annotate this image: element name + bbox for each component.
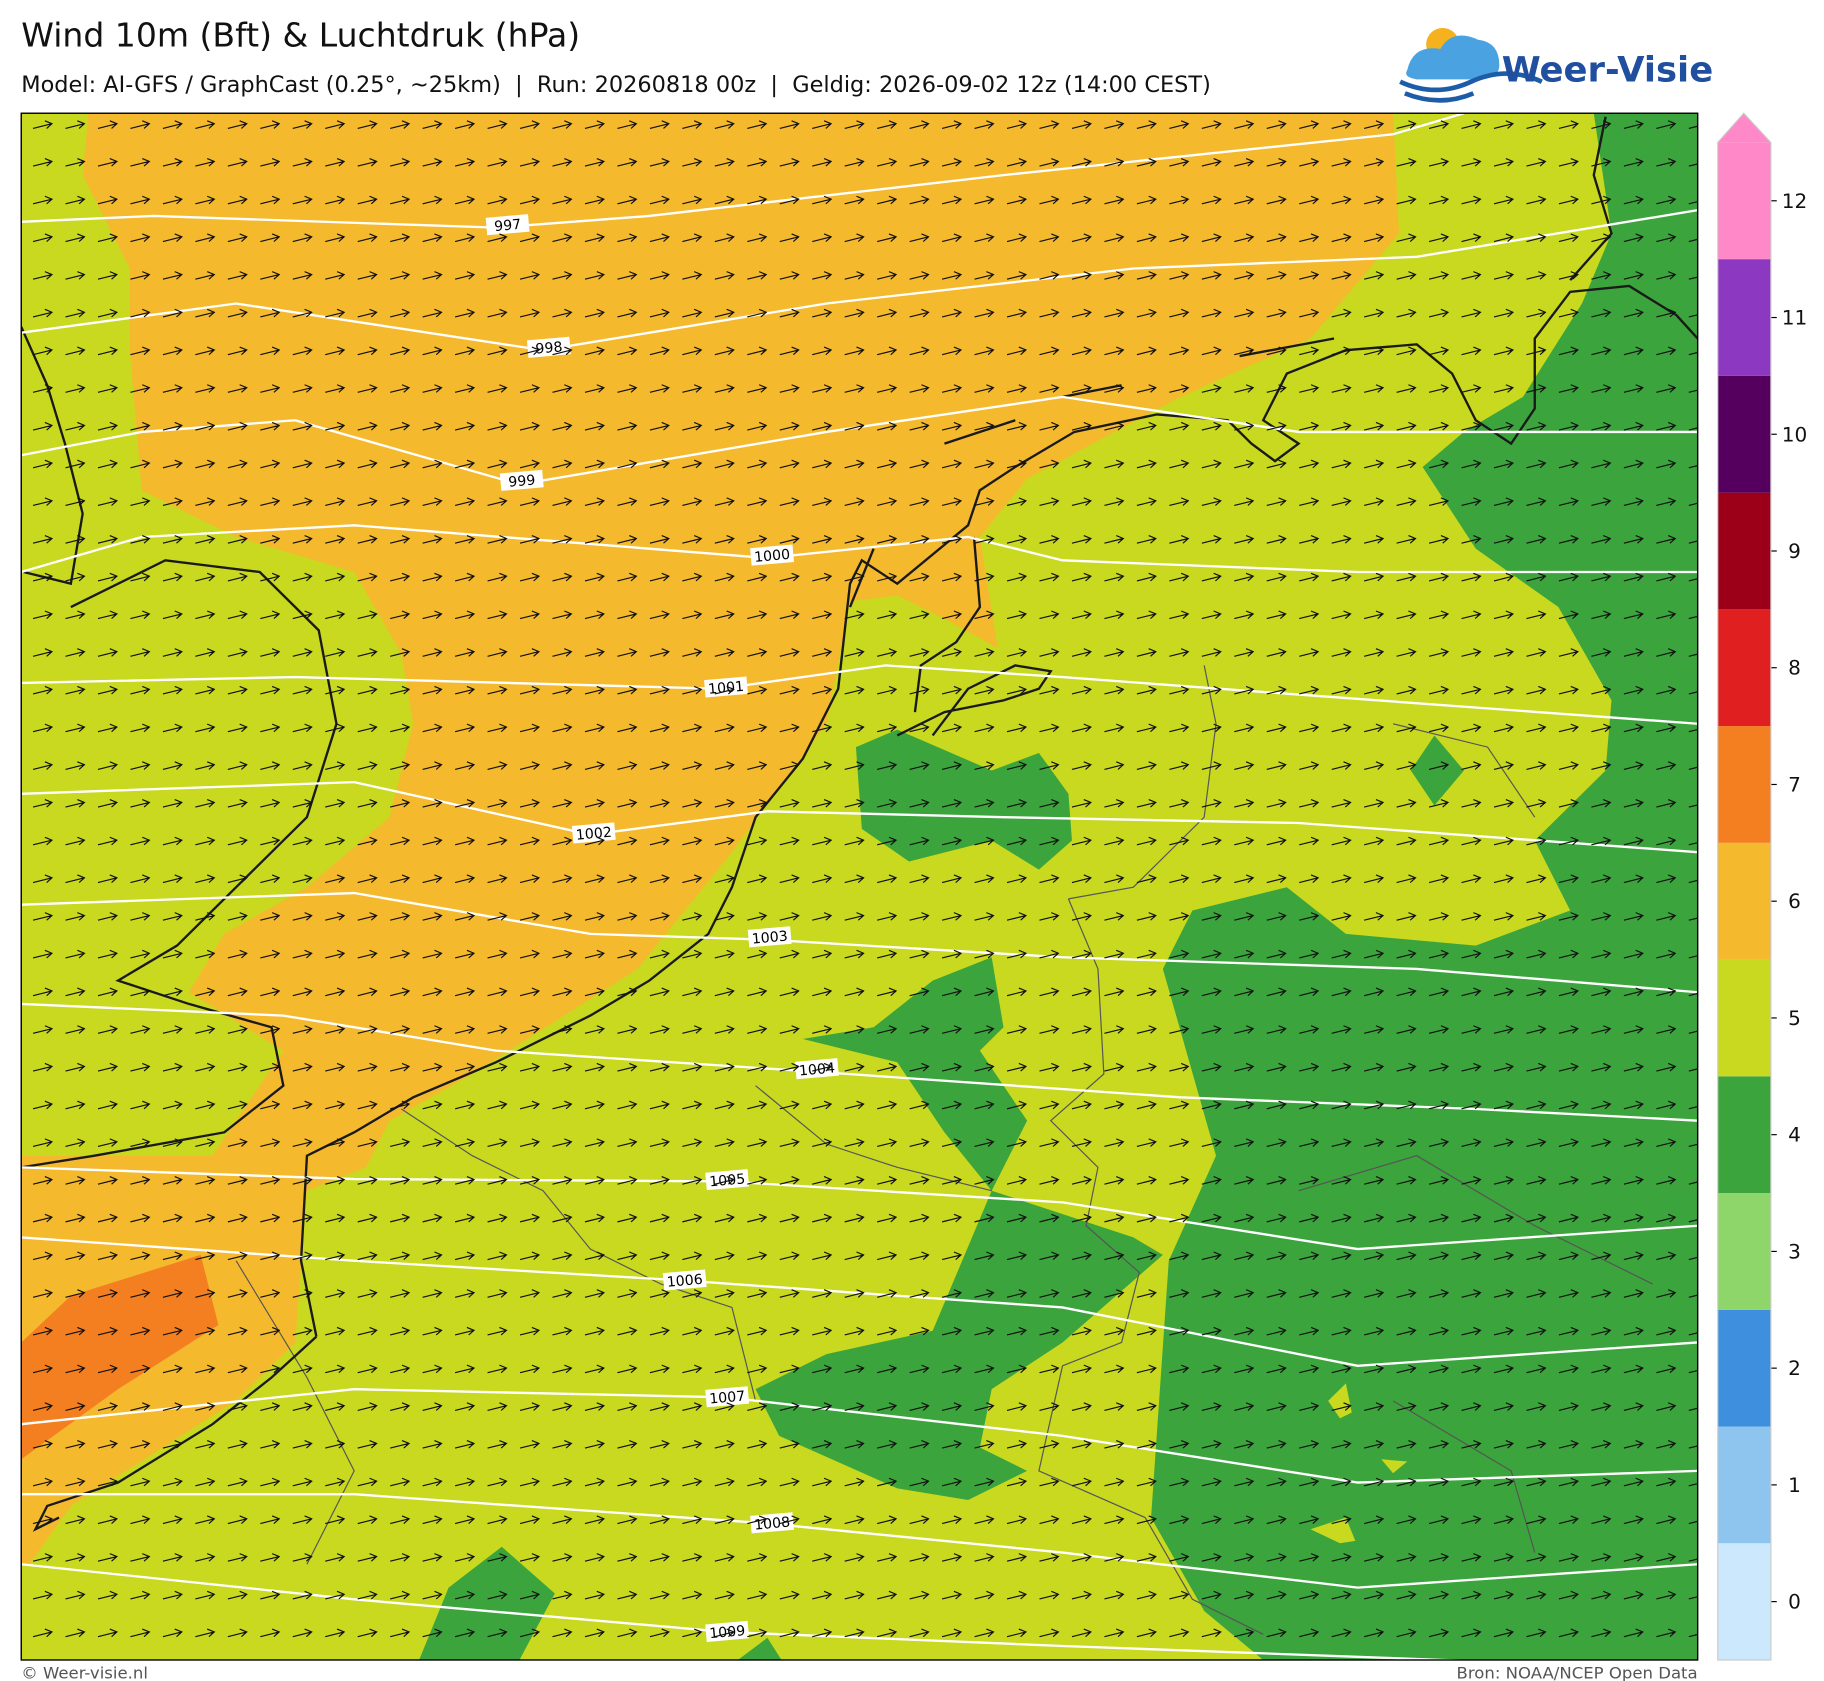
colorbar-label: 1	[1788, 1473, 1801, 1497]
colorbar-extend	[1717, 113, 1771, 143]
field-4-area	[1151, 113, 1698, 1660]
field-7	[21, 1254, 219, 1460]
field-4-area	[755, 1190, 1163, 1501]
border	[235, 665, 1654, 1635]
isobar-label-box	[750, 1512, 794, 1534]
isobar-label: 1006	[666, 1272, 703, 1291]
isobar	[21, 780, 1698, 854]
isobar-label: 1007	[709, 1389, 746, 1408]
colorbar-swatch	[1717, 609, 1771, 727]
isobar	[21, 1236, 1698, 1367]
logo: Weer-Visie	[1399, 28, 1714, 103]
colorbar-frame	[1717, 112, 1772, 1661]
isobar-label-box	[662, 1269, 707, 1291]
isobar	[21, 208, 1698, 352]
colorbar-swatch	[1717, 1543, 1771, 1660]
isobar-label: 1003	[751, 929, 788, 948]
isobar-label-box	[747, 926, 792, 948]
colorbar-label: 5	[1788, 1006, 1801, 1030]
colorbar-swatch	[1717, 842, 1771, 960]
colorbar-label: 2	[1788, 1356, 1801, 1380]
isobar	[21, 395, 1698, 486]
map: 9979989991000100110021003100410051006100…	[21, 113, 1698, 1660]
logo-wave	[1399, 71, 1543, 103]
colorbar-label: 9	[1788, 539, 1801, 563]
isobar	[21, 1493, 1698, 1589]
wind-arrows	[32, 120, 1698, 1638]
isobar-label-box	[499, 469, 544, 491]
colorbar-label: 11	[1782, 306, 1808, 330]
colorbar-label: 7	[1788, 773, 1801, 797]
colorbar-label: 12	[1782, 189, 1808, 213]
isobar-label: 998	[535, 339, 563, 357]
colorbar-swatch	[1717, 375, 1771, 493]
footer-left: © Weer-visie.nl	[21, 1664, 148, 1681]
isobar-label: 1009	[709, 1623, 746, 1642]
borders	[235, 665, 1654, 1635]
subtitle: Model: AI-GFS / GraphCast (0.25°, ~25km)…	[21, 72, 1211, 98]
colorbar-label: 10	[1782, 422, 1808, 446]
colorbar-swatch	[1717, 492, 1771, 610]
isobar-label: 1008	[754, 1515, 791, 1534]
coast	[32, 284, 1698, 1532]
colorbar-swatch	[1717, 142, 1771, 260]
colorbar-label: 3	[1788, 1240, 1801, 1264]
isobar-label-box	[571, 822, 616, 844]
isobar-label-box	[794, 1058, 839, 1080]
coastlines	[21, 116, 1698, 1532]
colorbar-swatch	[1717, 259, 1771, 376]
isobar-label-box	[750, 544, 794, 566]
field-4-area	[419, 1546, 555, 1660]
coast	[21, 326, 338, 1169]
colorbar-swatch	[1717, 726, 1771, 843]
field-4	[419, 113, 1698, 1660]
colorbar-label: 8	[1788, 656, 1801, 680]
colorbar-swatch	[1717, 1426, 1771, 1544]
colorbar-label: 6	[1788, 889, 1801, 913]
colorbar-swatch	[1717, 1309, 1771, 1427]
field-4-area	[855, 729, 1072, 870]
field-5-spot	[1381, 1459, 1408, 1474]
field-5	[21, 113, 414, 1156]
isobar	[21, 113, 1465, 229]
isobar-label-box	[705, 1386, 750, 1408]
colorbar-label: 4	[1788, 1123, 1801, 1147]
logo-text: Weer-Visie	[1502, 50, 1714, 91]
colorbar-label: 0	[1788, 1590, 1801, 1614]
isobar	[21, 524, 1698, 574]
isobar-label-box	[704, 676, 748, 698]
logo-cloud	[1406, 35, 1500, 80]
isobar	[21, 1166, 1698, 1251]
isobar-label: 997	[494, 217, 522, 235]
field-4-area	[802, 957, 1028, 1191]
colorbar-swatch	[1717, 1076, 1771, 1194]
isobar-label: 1002	[575, 825, 612, 844]
colorbar-swatch	[1717, 959, 1771, 1077]
isobar-label: 1001	[707, 679, 744, 698]
isobar-label-box	[485, 214, 530, 236]
field-4-area	[737, 1637, 782, 1660]
isobar	[21, 664, 1698, 725]
title: Wind 10m (Bft) & Luchtdruk (hPa)	[21, 16, 580, 55]
isobar-label-box	[705, 1169, 750, 1191]
colorbar-swatch	[1717, 1193, 1771, 1310]
field-5-spot	[1310, 1517, 1356, 1544]
field-4-area	[1410, 735, 1464, 806]
map-frame	[20, 112, 1699, 1661]
field-6	[21, 113, 1399, 1565]
footer-right: Bron: NOAA/NCEP Open Data	[1457, 1664, 1698, 1681]
isobar-label: 999	[508, 473, 536, 491]
isobar-label: 1000	[754, 547, 791, 566]
